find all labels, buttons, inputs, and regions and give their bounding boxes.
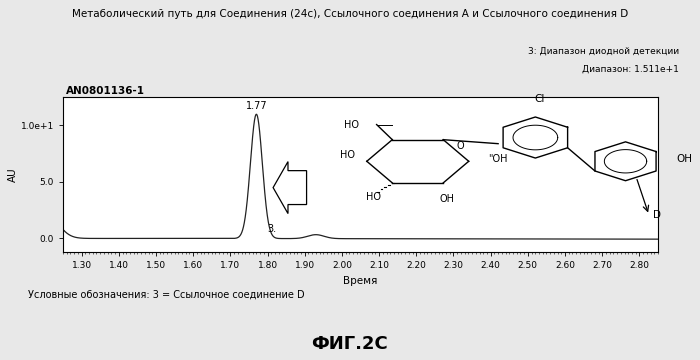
Text: 3.: 3. xyxy=(267,224,276,234)
Text: AN0801136-1: AN0801136-1 xyxy=(66,86,145,96)
Text: ФИГ.2С: ФИГ.2С xyxy=(312,335,388,353)
Polygon shape xyxy=(273,162,307,213)
Text: Условные обозначения: 3 = Ссылочное соединение D: Условные обозначения: 3 = Ссылочное соед… xyxy=(28,290,304,300)
Text: D: D xyxy=(653,210,661,220)
Y-axis label: AU: AU xyxy=(8,167,18,182)
X-axis label: Время: Время xyxy=(343,276,378,285)
Text: O: O xyxy=(456,141,463,151)
Text: HO: HO xyxy=(344,120,359,130)
Text: HO: HO xyxy=(365,192,381,202)
Text: 3: Диапазон диодной детекции: 3: Диапазон диодной детекции xyxy=(528,47,679,56)
Text: 1.77: 1.77 xyxy=(246,101,267,111)
Text: Cl: Cl xyxy=(534,94,545,104)
Text: HO: HO xyxy=(340,150,355,160)
Text: OH: OH xyxy=(676,154,692,164)
Text: "OH: "OH xyxy=(489,154,508,164)
Text: 1.20: 1.20 xyxy=(0,359,1,360)
Text: Диапазон: 1.511е+1: Диапазон: 1.511е+1 xyxy=(582,65,679,74)
Text: Метаболический путь для Соединения (24c), Ссылочного соединения А и Ссылочного с: Метаболический путь для Соединения (24c)… xyxy=(72,9,628,19)
Text: OH: OH xyxy=(440,194,455,204)
